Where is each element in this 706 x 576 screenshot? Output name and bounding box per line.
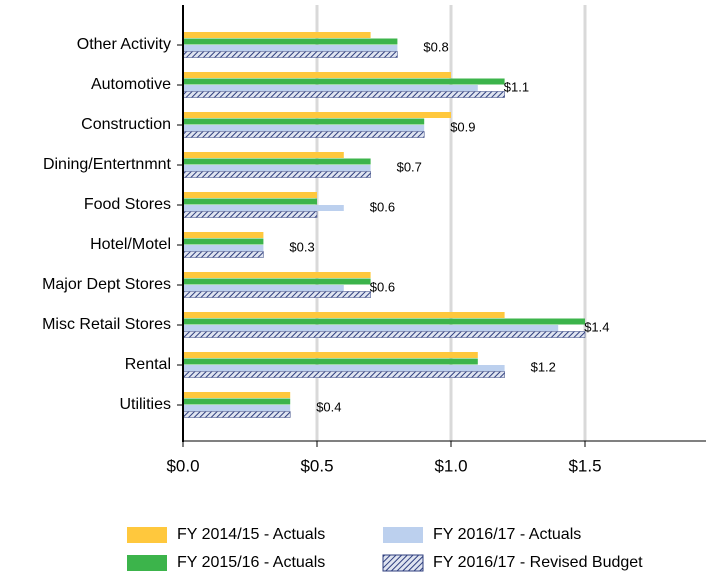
bar — [183, 45, 398, 51]
legend-label: FY 2016/17 - Actuals — [433, 526, 581, 543]
bar — [183, 272, 371, 278]
bar — [183, 165, 371, 171]
data-label: $0.7 — [397, 159, 422, 174]
bar — [183, 365, 505, 371]
data-label: $0.4 — [316, 399, 341, 414]
bar — [182, 211, 318, 218]
bar — [183, 325, 559, 331]
legend-swatch — [127, 555, 167, 571]
bar — [183, 278, 371, 285]
legend-label: FY 2016/17 - Revised Budget — [433, 554, 643, 571]
bar — [183, 245, 264, 251]
bar — [182, 411, 291, 418]
y-tick-label: Misc Retail Stores — [42, 316, 171, 333]
data-label: $1.2 — [531, 359, 556, 374]
y-tick-label: Utilities — [119, 396, 171, 413]
bar — [183, 72, 451, 78]
bar — [183, 405, 291, 411]
x-tick-label: $0.5 — [300, 456, 333, 475]
bar — [183, 392, 291, 398]
data-label: $0.8 — [423, 39, 448, 54]
bar — [182, 51, 398, 58]
bar — [183, 152, 344, 158]
data-label: $0.3 — [289, 239, 314, 254]
y-tick-label: Construction — [81, 116, 171, 133]
bar — [183, 312, 505, 318]
bar — [183, 85, 478, 91]
bar — [182, 291, 371, 298]
y-tick-label: Other Activity — [77, 36, 171, 53]
data-label: $0.9 — [450, 119, 475, 134]
bar — [182, 331, 586, 338]
y-tick-label: Rental — [125, 356, 171, 373]
y-tick-label: Hotel/Motel — [90, 236, 171, 253]
bar — [182, 131, 425, 138]
x-tick-label: $0.0 — [166, 456, 199, 475]
bar — [183, 78, 505, 85]
x-tick-label: $1.5 — [568, 456, 601, 475]
bar — [183, 38, 398, 45]
legend-swatch — [382, 554, 424, 572]
bar — [183, 398, 291, 405]
bar — [183, 285, 344, 291]
bar — [183, 238, 264, 245]
y-tick-label: Food Stores — [84, 196, 171, 213]
data-label: $0.6 — [370, 199, 395, 214]
legend-swatch — [127, 527, 167, 543]
bar — [183, 32, 371, 38]
data-label: $0.6 — [370, 279, 395, 294]
bar — [183, 192, 317, 198]
legend-label: FY 2014/15 - Actuals — [177, 526, 325, 543]
bar — [183, 158, 371, 165]
legend-label: FY 2015/16 - Actuals — [177, 554, 325, 571]
data-label: $1.1 — [504, 79, 529, 94]
bar — [183, 112, 451, 118]
bar — [182, 171, 371, 178]
bar — [182, 91, 505, 98]
bar — [183, 358, 478, 365]
y-tick-label: Automotive — [91, 76, 171, 93]
bar — [183, 205, 344, 211]
bar — [182, 251, 264, 258]
legend-swatch — [383, 527, 423, 543]
x-tick-label: $1.0 — [434, 456, 467, 475]
y-tick-label: Major Dept Stores — [42, 276, 171, 293]
bar — [183, 198, 317, 205]
bar — [183, 118, 425, 125]
bar — [183, 125, 425, 131]
bar — [183, 232, 264, 238]
bar — [183, 318, 585, 325]
bar — [183, 352, 478, 358]
data-label: $1.4 — [584, 319, 609, 334]
y-tick-label: Dining/Entertnmnt — [43, 156, 172, 173]
bar — [182, 371, 505, 378]
